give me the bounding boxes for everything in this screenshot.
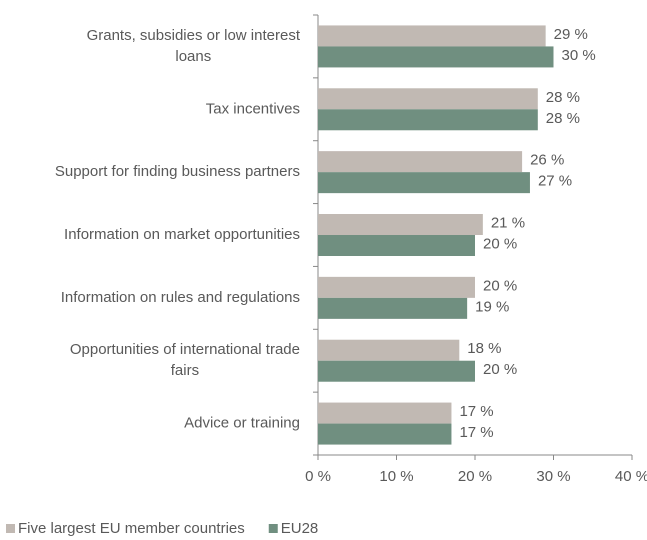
bar <box>318 339 460 361</box>
x-tick-label: 20 % <box>458 468 492 485</box>
bar <box>318 235 475 256</box>
bar <box>318 88 538 110</box>
category-label: Opportunities of international trade fair… <box>70 341 300 379</box>
value-label: 20 % <box>483 235 517 252</box>
bar <box>318 297 468 319</box>
category-label: Information on rules and regulations <box>61 289 300 306</box>
value-label: 18 % <box>467 340 501 357</box>
bar <box>318 46 554 68</box>
bar <box>318 172 530 194</box>
legend-label: Five largest EU member countries <box>18 520 245 537</box>
value-label: 17 % <box>459 424 493 441</box>
value-label: 28 % <box>546 110 580 127</box>
category-label-line: fairs <box>171 362 199 379</box>
x-tick-label: 10 % <box>379 468 413 485</box>
bar <box>318 25 546 47</box>
value-label: 21 % <box>491 214 525 231</box>
category-label: Tax incentives <box>206 100 300 117</box>
category-label: Grants, subsidies or low interest loans <box>87 27 301 65</box>
bar <box>318 214 483 235</box>
value-label: 17 % <box>459 403 493 420</box>
category-label-line: loans <box>175 48 211 65</box>
legend-swatch <box>268 524 278 533</box>
category-label-line: Grants, subsidies or low interest <box>87 27 301 44</box>
category-label-line: Opportunities of international trade <box>70 341 300 358</box>
bar <box>318 423 452 445</box>
bar <box>318 402 452 424</box>
bar <box>318 360 475 382</box>
bar <box>318 109 538 131</box>
legend-label: EU28 <box>281 520 319 537</box>
legend-swatch <box>6 524 15 533</box>
bar <box>318 276 475 298</box>
value-label: 20 % <box>483 277 517 294</box>
value-label: 27 % <box>538 173 572 190</box>
category-label: Information on market opportunities <box>64 226 300 243</box>
x-tick-label: 30 % <box>536 468 570 485</box>
value-label: 20 % <box>483 361 517 378</box>
x-tick-label: 40 % <box>615 468 647 485</box>
value-label: 19 % <box>475 298 509 315</box>
category-label: Advice or training <box>184 415 300 432</box>
x-tick-label: 0 % <box>305 468 331 485</box>
bar <box>318 151 523 173</box>
value-label: 30 % <box>562 47 596 64</box>
value-label: 29 % <box>554 26 588 43</box>
value-label: 26 % <box>530 152 564 169</box>
value-label: 28 % <box>546 89 580 106</box>
category-label: Support for finding business partners <box>55 163 300 180</box>
